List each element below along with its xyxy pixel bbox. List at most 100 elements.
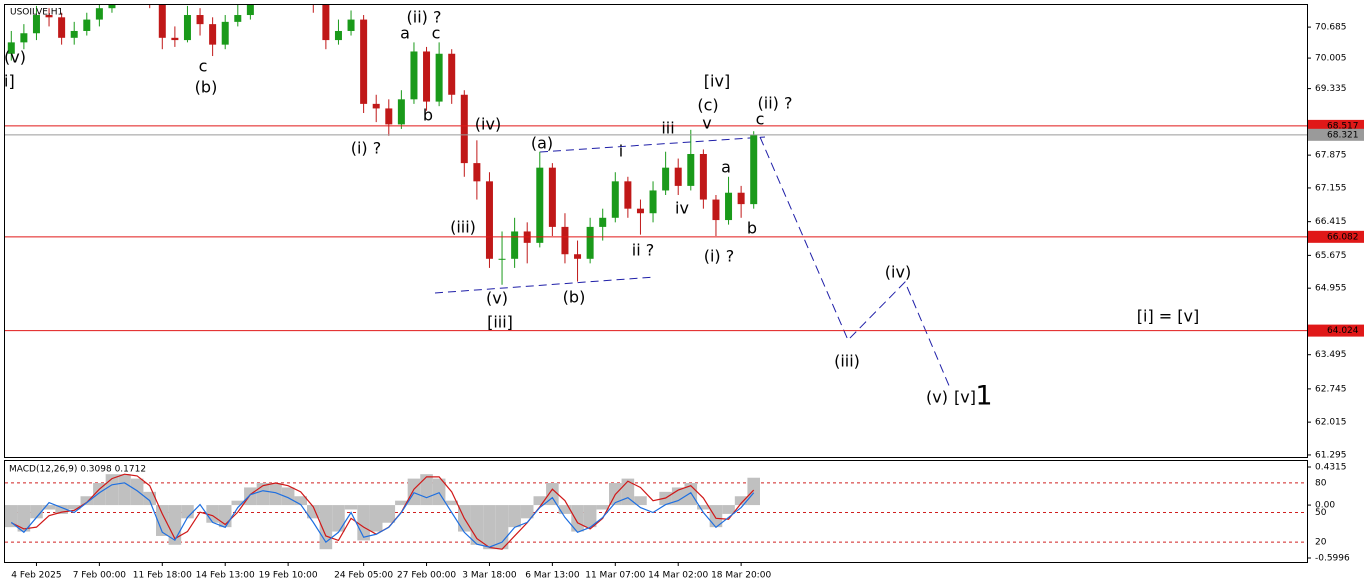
candle-body [108, 5, 116, 9]
macd-histogram-bar [244, 487, 257, 506]
x-tick-label: 11 Feb 18:00 [133, 571, 192, 581]
candle-body [536, 167, 544, 243]
candle-body [360, 19, 368, 104]
candle-body [712, 199, 720, 221]
macd-histogram-bar [483, 505, 496, 550]
macd-title: MACD(12,26,9) 0.3098 0.1712 [9, 465, 146, 475]
macd-histogram-bar [445, 500, 458, 506]
wave-label: (ii) ? [758, 94, 793, 113]
wave-label: (c) [697, 96, 718, 115]
candle-body [448, 53, 456, 95]
candle-body [485, 181, 493, 259]
x-tick-label: 18 Mar 20:00 [711, 571, 771, 581]
y-tick-label: 67.155 [1315, 183, 1347, 193]
macd-histogram-bar [634, 496, 647, 506]
wave-label: (a) [531, 134, 553, 153]
wave-label: (v) [926, 388, 948, 407]
candle-body [699, 153, 707, 200]
candle-body [586, 226, 594, 259]
macd-histogram-bar [583, 505, 597, 528]
macd-histogram-bar [520, 505, 534, 519]
macd-histogram-bar [42, 505, 56, 510]
wave-label: [iv] [704, 72, 730, 91]
candle-body [599, 217, 607, 227]
wave-label: 1 [975, 381, 992, 412]
candle-body [209, 24, 217, 45]
y-tick-label: 61.295 [1315, 450, 1347, 460]
y-tick-label: 0.4315 [1315, 463, 1347, 473]
wave-label: [i] = [v] [1137, 307, 1199, 326]
candle-body [674, 167, 682, 186]
candle-body [460, 94, 468, 164]
wave-label: c [199, 57, 208, 76]
candle-body [473, 163, 481, 182]
candle-body [511, 231, 519, 259]
candle-body [574, 254, 582, 259]
wave-label: a [400, 24, 410, 43]
macd-histogram-bar [697, 505, 710, 510]
macd-histogram-bar [369, 505, 383, 532]
y-tick-label: 64.955 [1315, 284, 1347, 294]
candle-body [95, 8, 103, 20]
candle-body [347, 19, 355, 31]
candle-body [196, 15, 204, 25]
price-level-label: 66.082 [1327, 232, 1359, 242]
macd-histogram-bar [709, 505, 723, 528]
macd-histogram-bar [130, 478, 144, 506]
y-tick-label: 62.015 [1315, 418, 1347, 428]
macd-histogram-bar [332, 505, 345, 532]
candle-body [548, 167, 556, 227]
x-tick-label: 7 Feb 00:00 [73, 571, 127, 581]
y-tick-label: 70.005 [1315, 54, 1347, 64]
candle-body [636, 208, 644, 214]
y-tick-label: 63.495 [1315, 350, 1347, 360]
x-tick-label: 14 Mar 02:00 [648, 571, 708, 581]
y-tick-label: 66.415 [1315, 217, 1347, 227]
wave-label: [v] [954, 388, 976, 407]
y-tick-label: 62.745 [1315, 384, 1347, 394]
y-tick-label: -0.5996 [1315, 554, 1350, 564]
candle-body [498, 258, 506, 260]
indicator-line [10, 482, 755, 548]
wave-label: (b) [195, 78, 218, 97]
candle-body [45, 15, 53, 18]
macd-histogram-bar [747, 477, 760, 506]
candle-body [611, 181, 619, 218]
macd-plot [5, 473, 1307, 550]
y-tick-label: 70.685 [1315, 23, 1347, 33]
y2-tick-label: 80 [1315, 478, 1327, 488]
macd-histogram-bar [294, 496, 307, 506]
x-tick-label: 14 Feb 13:00 [196, 571, 255, 581]
macd-histogram-bar [143, 491, 156, 506]
wave-label: (i) ? [351, 139, 382, 158]
y2-tick-label: 50 [1315, 508, 1327, 518]
macd-histogram-bar [558, 505, 572, 514]
x-tick-label: 24 Feb 05:00 [334, 571, 393, 581]
symbol-title: USOILVE,H1 [10, 8, 63, 18]
price-level-tag [1308, 128, 1364, 141]
price-level-tag [1308, 324, 1364, 337]
macd-histogram-bar [596, 505, 609, 510]
wave-label: (i) ? [704, 247, 735, 266]
macd-histogram-bar [533, 496, 547, 506]
wave-label: (b) [563, 288, 586, 307]
macd-histogram-bar [118, 474, 131, 506]
wave-label: (iv) [885, 263, 911, 282]
main-plot [7, 5, 951, 389]
candle-body [737, 192, 745, 205]
candle-body [385, 108, 393, 125]
macd-histogram-bar [357, 505, 370, 541]
candle-body [662, 167, 670, 191]
candle-body [687, 153, 695, 186]
macd-histogram-bar [93, 483, 106, 506]
channel-lower [434, 276, 656, 294]
candle-body [158, 5, 166, 38]
candle-body [322, 5, 330, 41]
wave-label: ii ? [632, 241, 654, 260]
macd-histogram-bar [67, 505, 81, 510]
price-level-label: 68.517 [1327, 121, 1359, 131]
candle-body [7, 42, 15, 54]
price-level-tag [1308, 230, 1364, 243]
macd-histogram-bar [269, 483, 282, 506]
